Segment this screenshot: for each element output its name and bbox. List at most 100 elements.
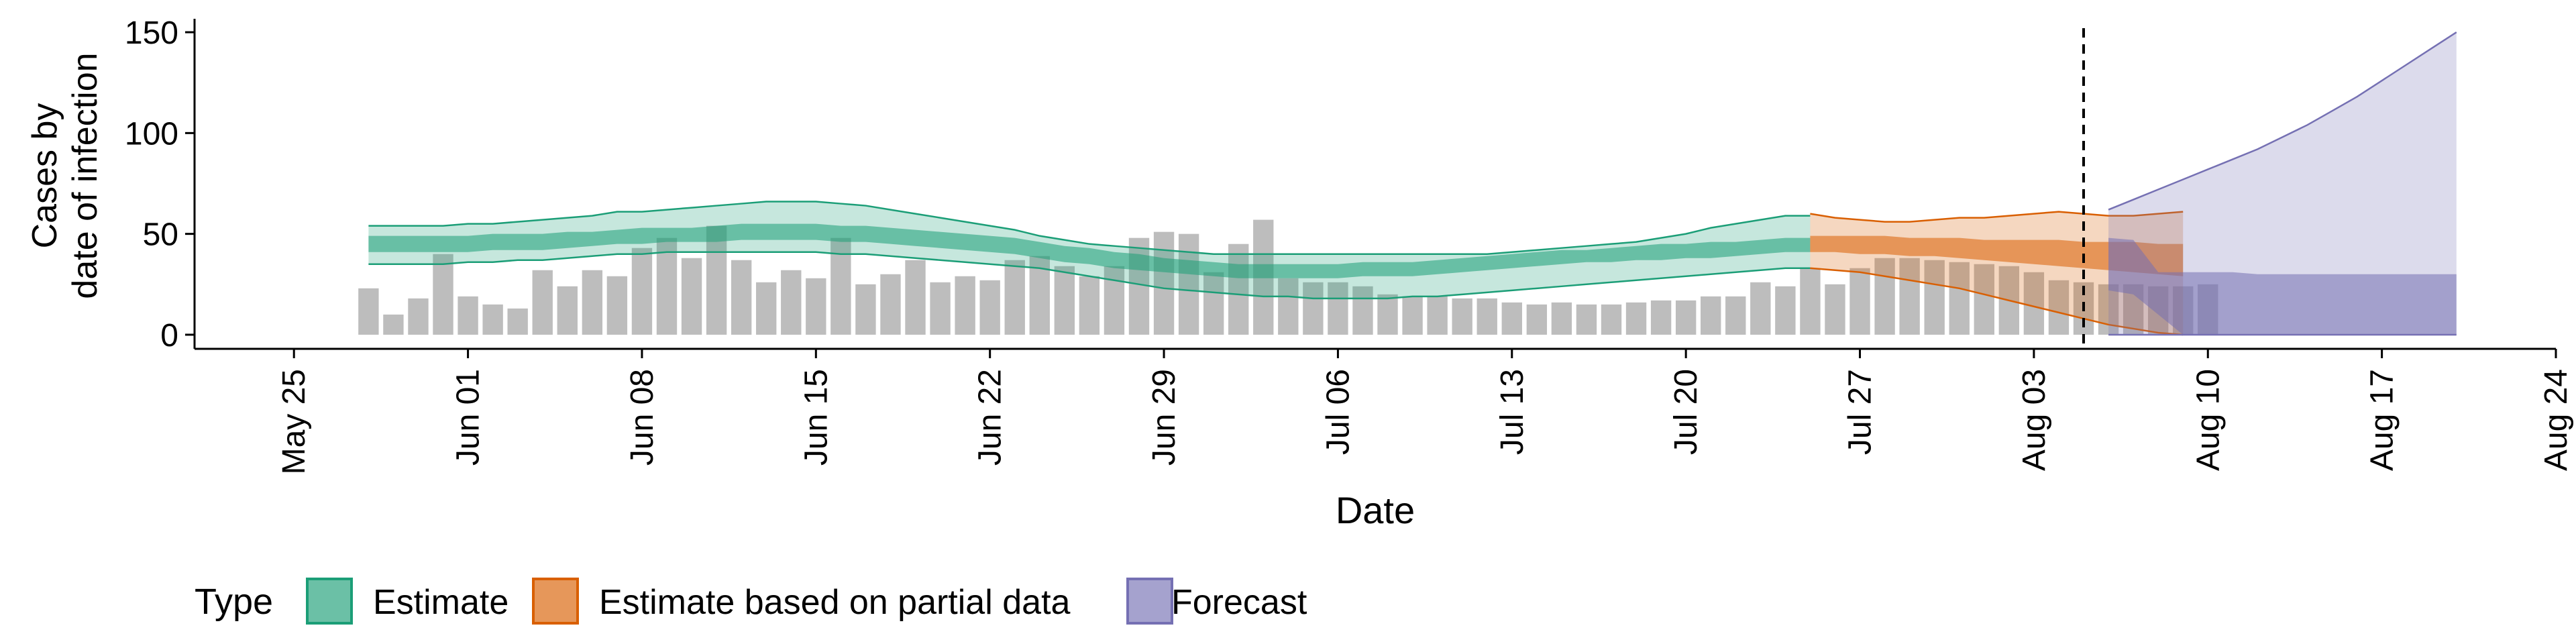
case-bar <box>1452 298 1472 335</box>
x-tick-label: Aug 03 <box>2017 369 2052 471</box>
case-bar <box>1800 268 1821 335</box>
legend-title: Type <box>195 582 273 622</box>
case-bar <box>358 288 379 335</box>
y-tick-label: 150 <box>125 15 178 51</box>
x-tick-label: Jun 29 <box>1146 369 1182 466</box>
legend-key-partial <box>532 578 579 625</box>
case-bar <box>532 270 553 335</box>
estimate-outer-band-edge <box>368 251 1811 300</box>
case-bar <box>1750 282 1771 335</box>
case-bar <box>1004 260 1025 335</box>
case-bar <box>2048 280 2070 335</box>
case-bar <box>1601 304 1622 335</box>
legend-key-forecast <box>1126 578 1173 625</box>
case-bar <box>1650 300 1672 335</box>
case-bar <box>731 260 752 335</box>
x-tick-label: Jun 08 <box>625 369 660 466</box>
partial-inner-band <box>1810 235 2184 276</box>
case-bar <box>1079 276 1100 335</box>
case-bar <box>806 278 826 335</box>
case-bar <box>1377 294 1398 335</box>
case-bar <box>855 284 876 335</box>
legend-label-partial: Estimate based on partial data <box>599 583 1071 622</box>
case-bar <box>433 254 453 335</box>
y-tick-label: 50 <box>143 217 178 253</box>
x-tick-label: Aug 24 <box>2538 369 2574 471</box>
case-bar <box>1949 262 1970 335</box>
case-bar <box>1825 284 1845 335</box>
case-bar <box>781 270 802 335</box>
case-bar <box>507 308 528 335</box>
x-tick-label: Jul 13 <box>1495 369 1530 455</box>
forecast-inner-band <box>2108 237 2457 335</box>
case-bar <box>905 260 926 335</box>
case-bar <box>979 280 1000 335</box>
case-bar <box>1775 286 1796 335</box>
case-bar <box>1402 296 1423 335</box>
case-bar <box>880 274 901 335</box>
x-tick-label: Jun 15 <box>798 369 834 466</box>
case-bar <box>1352 286 1373 335</box>
case-bar <box>1427 296 1448 335</box>
case-bar <box>1551 302 1572 335</box>
x-tick-label: May 25 <box>276 369 312 474</box>
estimate-inner-band <box>368 223 1811 278</box>
y-axis-label-line-2: date of infection <box>66 52 105 299</box>
case-bar <box>1625 302 1647 335</box>
case-bar <box>383 314 404 335</box>
case-bar <box>1849 268 1870 335</box>
case-bar <box>1104 266 1125 335</box>
case-bar <box>930 282 951 335</box>
legend: Type Estimate Estimate based on partial … <box>195 578 1307 625</box>
case-bar <box>1576 304 1597 335</box>
case-bar <box>656 237 678 335</box>
partial-outer-band-edge <box>1810 267 2184 336</box>
y-tick-label: 100 <box>125 116 178 152</box>
legend-label-forecast: Forecast <box>1171 583 1307 622</box>
case-bar <box>1725 296 1746 335</box>
case-bar <box>706 225 727 335</box>
partial-outer-band-edge <box>1810 211 2184 223</box>
y-tick-label: 0 <box>160 318 178 354</box>
case-bar <box>681 258 702 335</box>
estimate-outer-band-edge <box>368 201 1811 255</box>
legend-key-estimate <box>306 578 353 625</box>
y-axis-label-line-1: Cases by <box>25 103 64 249</box>
case-bar <box>1303 282 1324 335</box>
x-tick-label: Aug 10 <box>2190 369 2226 471</box>
case-bar <box>1054 266 1075 335</box>
case-bar <box>1328 282 1348 335</box>
axes: 0 50 100 150 May 25 Jun 01 Jun 08 Jun 15 Jun 22 J… <box>125 15 2574 474</box>
case-bar <box>582 270 603 335</box>
x-tick-label: Jul 27 <box>1843 369 1878 455</box>
forecast-outer-band-edge <box>2108 31 2457 211</box>
case-bar <box>1874 258 1895 335</box>
x-tick-label: Jun 22 <box>973 369 1008 466</box>
case-bar <box>2023 272 2045 335</box>
case-bar <box>1974 264 1994 335</box>
case-bar <box>458 296 478 335</box>
x-axis-label: Date <box>1336 489 1415 531</box>
case-bar <box>1228 244 1249 335</box>
legend-label-estimate: Estimate <box>373 583 508 622</box>
x-tick-label: Jul 06 <box>1320 369 1356 455</box>
case-bar <box>756 282 777 335</box>
case-bar <box>1701 296 1721 335</box>
case-bar <box>955 276 975 335</box>
case-bar <box>1203 272 1224 335</box>
case-bar <box>482 304 503 335</box>
case-bar <box>1501 302 1522 335</box>
case-bar <box>557 286 578 335</box>
case-bar <box>631 248 653 335</box>
case-bar <box>1675 300 1697 335</box>
x-tick-label: Jul 20 <box>1668 369 1704 455</box>
case-bars <box>358 219 2218 335</box>
case-bar <box>1526 304 1548 335</box>
case-bar <box>606 276 628 335</box>
case-bar <box>1278 278 1299 335</box>
case-bar <box>1899 258 1920 335</box>
case-bar <box>1924 260 1945 335</box>
forecast-outer-band <box>2108 32 2457 335</box>
x-tick-label: Aug 17 <box>2365 369 2400 471</box>
